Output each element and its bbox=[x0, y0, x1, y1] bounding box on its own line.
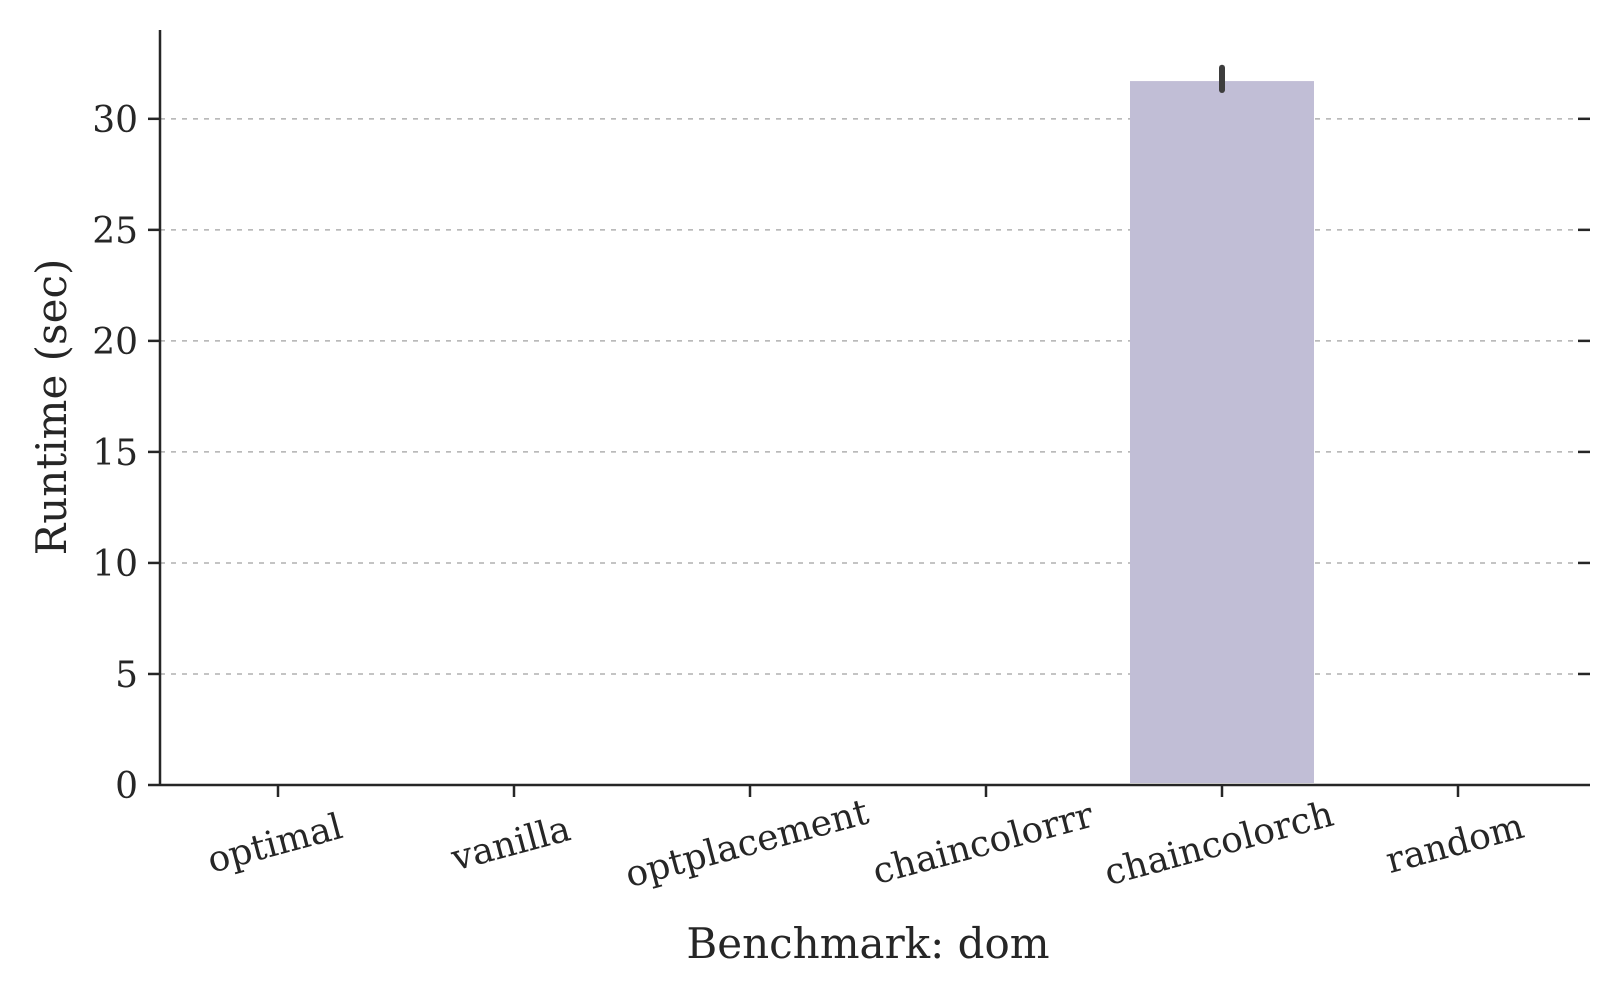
y-axis-title: Runtime (sec) bbox=[27, 259, 76, 556]
axes bbox=[158, 30, 1590, 787]
y-tick-label: 5 bbox=[115, 655, 138, 696]
y-tick-label: 10 bbox=[92, 544, 138, 585]
y-tick-label: 30 bbox=[92, 100, 138, 141]
y-tick-label: 25 bbox=[92, 211, 138, 252]
x-tick-label: optplacement bbox=[621, 792, 873, 896]
x-tick-label: chaincolorrr bbox=[868, 795, 1098, 893]
x-tick-label: vanilla bbox=[446, 808, 574, 879]
y-tick-label: 20 bbox=[92, 322, 138, 363]
bars bbox=[1130, 81, 1314, 783]
grid-lines bbox=[160, 118, 1590, 675]
y-tick-label: 15 bbox=[92, 433, 138, 474]
x-tick-label: chaincolorch bbox=[1100, 794, 1338, 894]
bar-chaincolorch bbox=[1130, 81, 1314, 783]
y-tick-label: 0 bbox=[115, 766, 138, 807]
y-axis-ticks: 0 5 10 15 20 25 30 bbox=[92, 100, 1590, 807]
x-axis-title: Benchmark: dom bbox=[686, 919, 1049, 968]
x-tick-label: random bbox=[1382, 806, 1529, 882]
x-tick-label: optimal bbox=[203, 806, 347, 881]
